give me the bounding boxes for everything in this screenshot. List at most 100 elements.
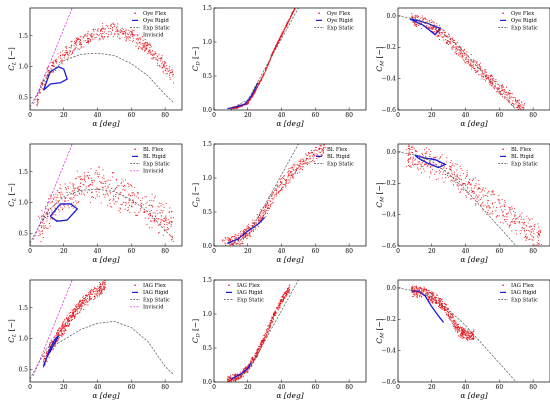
- legend-marker: [134, 148, 136, 150]
- data-point: [255, 228, 257, 230]
- data-point: [95, 169, 97, 172]
- data-point: [143, 50, 145, 52]
- data-point: [60, 206, 62, 208]
- data-point: [316, 158, 318, 160]
- data-point: [442, 171, 444, 173]
- data-point: [298, 171, 301, 173]
- data-point: [418, 19, 421, 21]
- data-point: [125, 202, 127, 204]
- data-point: [457, 185, 459, 187]
- data-point: [447, 176, 449, 178]
- data-point: [504, 202, 506, 204]
- data-point: [418, 289, 420, 291]
- data-point: [496, 91, 498, 93]
- data-point: [128, 194, 130, 196]
- data-point: [166, 226, 168, 229]
- data-point: [453, 321, 455, 323]
- data-point: [299, 160, 301, 163]
- data-point: [120, 181, 122, 183]
- data-point: [165, 219, 167, 221]
- data-point: [288, 292, 290, 294]
- data-point: [225, 250, 226, 251]
- data-point: [419, 287, 421, 289]
- data-point: [81, 305, 83, 307]
- data-point: [469, 334, 471, 336]
- data-point: [87, 33, 89, 35]
- data-point: [288, 172, 290, 175]
- data-point: [422, 155, 424, 157]
- data-point: [67, 56, 69, 58]
- data-point: [292, 167, 294, 169]
- data-point: [229, 239, 231, 241]
- data-point: [234, 238, 236, 240]
- data-point: [62, 55, 64, 57]
- data-point: [169, 65, 171, 67]
- data-point: [454, 323, 456, 325]
- data-point: [471, 61, 473, 63]
- data-point: [124, 204, 126, 206]
- x-tick-label: 60: [312, 384, 320, 391]
- data-point: [160, 205, 162, 207]
- data-point: [157, 55, 159, 57]
- data-point: [69, 320, 71, 322]
- data-point: [51, 61, 53, 63]
- data-point: [77, 311, 79, 313]
- data-point: [447, 41, 449, 43]
- data-point: [413, 147, 415, 149]
- data-point: [317, 154, 319, 156]
- data-point: [428, 148, 430, 150]
- data-point: [76, 312, 79, 314]
- data-point: [438, 170, 440, 172]
- data-point: [48, 213, 50, 215]
- data-point: [471, 65, 473, 67]
- data-point: [484, 204, 486, 206]
- data-point: [438, 33, 440, 35]
- x-axis-label: α [deg]: [276, 255, 303, 264]
- data-point: [283, 184, 285, 186]
- data-point: [507, 212, 509, 214]
- legend-label: BL Flex: [511, 147, 531, 153]
- data-point: [100, 289, 102, 291]
- data-point: [102, 25, 104, 27]
- data-point: [137, 193, 139, 195]
- data-point: [309, 152, 311, 154]
- scatter-series: [405, 144, 542, 246]
- data-point: [79, 305, 81, 307]
- data-point: [276, 184, 278, 186]
- data-point: [95, 288, 97, 290]
- plot-area: [30, 144, 174, 244]
- data-point: [470, 183, 472, 185]
- data-point: [479, 74, 481, 76]
- data-point: [152, 50, 154, 52]
- data-point: [41, 222, 43, 224]
- data-point: [74, 310, 76, 313]
- data-point: [162, 65, 164, 67]
- data-point: [283, 175, 285, 177]
- data-point: [485, 71, 487, 73]
- data-point: [152, 57, 154, 59]
- data-point: [411, 295, 413, 297]
- data-point: [501, 199, 503, 201]
- data-point: [448, 35, 450, 37]
- data-point: [481, 189, 484, 191]
- data-point: [484, 190, 486, 192]
- data-point: [426, 291, 428, 293]
- data-point: [433, 31, 435, 33]
- data-point: [450, 170, 452, 172]
- data-point: [223, 249, 224, 250]
- data-point: [48, 70, 50, 72]
- data-point: [453, 180, 455, 182]
- data-point: [53, 194, 55, 196]
- data-point: [478, 186, 480, 189]
- data-point: [71, 309, 73, 311]
- data-point: [234, 373, 236, 375]
- data-point: [441, 177, 443, 179]
- data-point: [290, 174, 292, 176]
- data-point: [271, 193, 273, 195]
- data-point: [76, 194, 78, 197]
- data-point: [464, 62, 466, 64]
- data-point: [120, 203, 122, 206]
- data-point: [444, 166, 446, 168]
- data-point: [441, 154, 443, 156]
